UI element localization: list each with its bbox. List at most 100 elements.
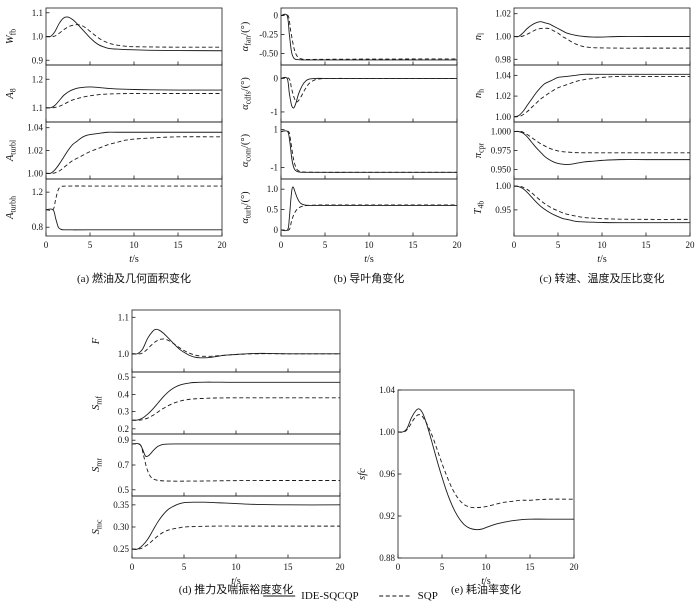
y-axis-label: nh xyxy=(473,89,486,98)
panel-border-a-3 xyxy=(45,178,223,237)
chart-e-svg: 0.88 0.92 0.96 1.00 1.04 sfc 0 5 10 15 20 t/s(e) 耗油… xyxy=(357,385,579,596)
panel-border-e-0 xyxy=(397,389,575,559)
ytick-label: 0 xyxy=(274,11,279,21)
y-axis-label: Smr xyxy=(91,458,104,472)
series-sqp-d-1 xyxy=(132,397,340,421)
xtick-label: 10 xyxy=(482,562,492,572)
xtick-label: 10 xyxy=(365,240,375,250)
series-ide-sqcqp-c-3 xyxy=(514,185,690,224)
panel-border-c-3 xyxy=(513,178,691,237)
ytick-label: 0.5 xyxy=(267,205,279,215)
x-axis-label: t/s xyxy=(364,254,374,265)
xtick-label: 15 xyxy=(409,240,419,250)
series-ide-sqcqp-e-0 xyxy=(398,408,574,531)
series-ide-sqcqp-b-0 xyxy=(281,13,457,61)
x-axis-label: t/s xyxy=(481,576,491,587)
panel-border-a-2 xyxy=(45,121,223,180)
ytick-label: 1 xyxy=(274,125,279,135)
panel-border-d-2 xyxy=(131,433,341,497)
series-ide-sqcqp-a-3 xyxy=(46,208,222,231)
legend-dashed-line-icon xyxy=(379,595,412,597)
series-sqp-b-2 xyxy=(281,130,457,173)
ytick-label: 1.02 xyxy=(495,9,511,19)
ytick-label: 1.0 xyxy=(32,32,44,42)
ytick-label: 1.00 xyxy=(495,32,511,42)
series-sqp-a-2 xyxy=(46,136,222,174)
legend-solid-line-icon xyxy=(263,595,296,597)
xtick-label: 15 xyxy=(526,562,536,572)
ytick-label: 0.88 xyxy=(379,553,395,563)
chart-legend: IDE-SQCQP SQP xyxy=(262,590,438,602)
xtick-label: 20 xyxy=(218,240,228,250)
ytick-label: 0.98 xyxy=(495,54,511,64)
legend-dashed-label: SQP xyxy=(417,590,438,602)
y-axis-label: Aturbh xyxy=(5,196,18,220)
y-axis-label: sfc xyxy=(357,468,368,480)
series-ide-sqcqp-a-0 xyxy=(46,16,222,52)
ytick-label: 0.9 xyxy=(32,55,44,65)
y-axis-label: Smf xyxy=(91,396,104,410)
ytick-label: 1.0 xyxy=(267,184,279,194)
y-axis-label: A8 xyxy=(5,88,18,99)
caption-d: (d) 推力及喘振裕度变化 xyxy=(179,582,294,596)
ytick-label: 1.02 xyxy=(495,91,511,101)
panel-border-d-0 xyxy=(131,309,341,373)
ytick-label: -0.25 xyxy=(259,30,278,40)
ytick-label: -0.50 xyxy=(259,49,278,59)
y-axis-label: Aturbl xyxy=(5,139,18,162)
chart-group-thrust-surge-margin: 1.0 1.1 F 0.2 0.3 0.4 0.5 Smf 0.5 0.7 0.9 Smr 0.25 0.… xyxy=(86,300,348,598)
panel-border-b-0 xyxy=(280,7,458,66)
caption-c: (c) 转速、温度及压比变化 xyxy=(540,271,665,285)
panel-border-c-2 xyxy=(513,121,691,180)
x-axis-label: t/s xyxy=(231,576,241,587)
caption-a: (a) 燃油及几何面积变化 xyxy=(77,271,191,285)
series-ide-sqcqp-a-2 xyxy=(46,131,222,175)
y-axis-label: αcom/(°) xyxy=(240,133,253,167)
ytick-label: 1.00 xyxy=(27,168,43,178)
xtick-label: 5 xyxy=(556,240,561,250)
xtick-label: 5 xyxy=(440,562,445,572)
xtick-label: 5 xyxy=(182,562,187,572)
panel-border-b-3 xyxy=(280,178,458,237)
legend-solid-label: IDE-SQCQP xyxy=(301,590,359,602)
series-sqp-a-3 xyxy=(46,185,222,211)
ytick-label: 1.2 xyxy=(32,74,43,84)
xtick-label: 15 xyxy=(174,240,184,250)
xtick-label: 0 xyxy=(44,240,49,250)
chart-b-svg: -0.50 -0.25 0 αfan/(°) -1 0 αcdfs/(°) -1 1 αcom/(… xyxy=(240,7,463,285)
panel-border-a-0 xyxy=(45,7,223,66)
y-axis-label: T4b xyxy=(473,201,486,215)
ytick-label: 1.02 xyxy=(27,146,43,156)
ytick-label: 0.96 xyxy=(379,469,395,479)
ytick-label: 0.950 xyxy=(491,165,512,175)
ytick-label: 1.00 xyxy=(495,181,511,191)
ytick-label: 0.5 xyxy=(118,485,130,495)
series-ide-sqcqp-b-2 xyxy=(281,130,457,173)
xtick-label: 5 xyxy=(323,240,328,250)
xtick-label: 5 xyxy=(88,240,93,250)
y-axis-label: αcdfs/(°) xyxy=(240,77,253,110)
series-sqp-a-0 xyxy=(46,24,222,48)
ytick-label: 1.1 xyxy=(32,8,43,18)
series-ide-sqcqp-a-1 xyxy=(46,86,222,109)
series-ide-sqcqp-d-3 xyxy=(132,501,340,550)
series-sqp-d-2 xyxy=(132,443,340,482)
xtick-label: 15 xyxy=(642,240,652,250)
ytick-label: 1.1 xyxy=(118,312,129,322)
ytick-label: 0.92 xyxy=(379,511,395,521)
series-ide-sqcqp-d-1 xyxy=(132,381,340,421)
xtick-label: 20 xyxy=(453,240,463,250)
ytick-label: 1.0 xyxy=(118,349,130,359)
caption-b: (b) 导叶角变化 xyxy=(334,271,405,285)
series-ide-sqcqp-c-1 xyxy=(514,73,690,118)
caption-e: (e) 耗油率变化 xyxy=(451,582,521,596)
xtick-label: 10 xyxy=(598,240,608,250)
series-ide-sqcqp-d-2 xyxy=(132,443,340,458)
xtick-label: 0 xyxy=(396,562,401,572)
xtick-label: 20 xyxy=(336,562,346,572)
xtick-label: 0 xyxy=(279,240,284,250)
panel-border-d-1 xyxy=(131,371,341,435)
chart-group-guide-vane-angle: -0.50 -0.25 0 αfan/(°) -1 0 αcdfs/(°) -1 1 αcom/(… xyxy=(235,0,465,292)
series-ide-sqcqp-c-0 xyxy=(514,21,690,38)
ytick-label: 0.2 xyxy=(118,424,129,434)
